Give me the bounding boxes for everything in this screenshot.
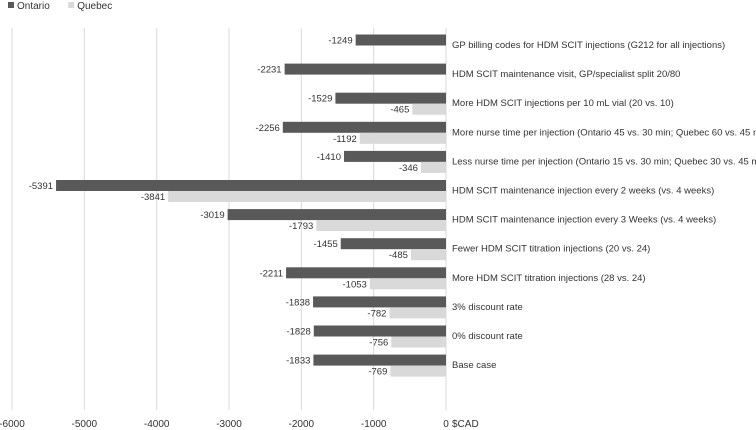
bar-ontario — [344, 150, 446, 162]
bar-quebec — [168, 191, 446, 202]
data-label-group: -1249 -2231 -1529 -465 -2256 -1192 -1410 -346 -5… — [29, 36, 418, 378]
x-tick-label: -4000 — [144, 419, 170, 430]
bar-ontario — [355, 34, 446, 46]
data-label: -2211 — [259, 268, 283, 279]
x-axis-label: $CAD — [452, 419, 479, 430]
data-label: -3019 — [200, 210, 224, 221]
bar-quebec — [369, 278, 446, 290]
bar-quebec — [412, 103, 446, 115]
bar-quebec — [359, 132, 446, 144]
data-label: -782 — [367, 308, 386, 319]
legend-label: Ontario — [17, 1, 50, 12]
bar-group — [56, 34, 447, 377]
data-label: -769 — [368, 367, 387, 378]
x-tick-label: 0 — [443, 419, 449, 430]
category-label: GP billing codes for HDM SCIT injections… — [452, 40, 725, 51]
legend-label: Quebec — [77, 1, 112, 12]
data-label: -1838 — [286, 297, 310, 308]
bar-ontario — [313, 325, 446, 337]
x-tick-label: -1000 — [361, 419, 387, 430]
data-label: -3841 — [141, 192, 165, 203]
data-label: -1793 — [289, 221, 313, 232]
bar-quebec — [410, 249, 446, 261]
data-label: -1053 — [343, 279, 367, 290]
bar-ontario — [286, 267, 446, 279]
bar-ontario — [56, 180, 447, 191]
bar-quebec — [389, 307, 446, 319]
category-label: HDM SCIT maintenance injection every 3 W… — [452, 215, 716, 226]
legend-swatch — [8, 2, 14, 8]
data-label: -1249 — [328, 36, 352, 47]
bar-ontario — [335, 92, 446, 104]
data-label: -465 — [390, 105, 409, 116]
bar-ontario — [340, 238, 446, 250]
bar-ontario — [282, 121, 446, 133]
category-label: HDM SCIT maintenance injection every 2 w… — [452, 186, 714, 197]
legend: Ontario Quebec — [8, 1, 112, 12]
category-label: Fewer HDM SCIT titration injections (20 … — [452, 244, 650, 255]
data-label: -1410 — [317, 152, 341, 163]
category-label: 3% discount rate — [452, 302, 523, 313]
data-label: -1828 — [286, 327, 310, 338]
category-label: 0% discount rate — [452, 331, 523, 342]
category-label: HDM SCIT maintenance visit, GP/specialis… — [452, 69, 680, 80]
bar-ontario — [313, 296, 446, 308]
data-label: -5391 — [29, 181, 53, 192]
data-label: -346 — [399, 163, 418, 174]
data-label: -1455 — [313, 239, 337, 250]
data-label: -2231 — [257, 65, 281, 76]
x-axis: -6000 -5000 -4000 -3000 -2000 -1000 0 $CAD — [0, 419, 479, 430]
category-label: More HDM SCIT injections per 10 mL vial … — [452, 98, 674, 109]
data-label: -2256 — [256, 123, 280, 134]
x-tick-label: -3000 — [216, 419, 242, 430]
category-label: More nurse time per injection (Ontario 4… — [452, 127, 756, 138]
category-label-group: GP billing codes for HDM SCIT injections… — [452, 40, 756, 371]
data-label: -1192 — [333, 134, 357, 145]
x-tick-label: -6000 — [0, 419, 25, 430]
data-label: -1529 — [308, 94, 332, 105]
category-label: Base case — [452, 360, 496, 371]
bar-quebec — [391, 336, 446, 348]
data-label: -1833 — [286, 356, 310, 367]
data-label: -485 — [389, 250, 408, 261]
bar-quebec — [390, 365, 446, 377]
bar-quebec — [316, 220, 446, 232]
bar-ontario — [227, 209, 446, 221]
category-label: Less nurse time per injection (Ontario 1… — [452, 156, 756, 167]
x-tick-label: -5000 — [72, 419, 98, 430]
bar-quebec — [420, 161, 446, 173]
legend-swatch — [68, 2, 75, 8]
bar-ontario — [284, 63, 446, 75]
bar-ontario — [313, 354, 446, 366]
data-label: -756 — [369, 338, 388, 349]
x-tick-label: -2000 — [289, 419, 315, 430]
category-label: More HDM SCIT titration injections (28 v… — [452, 273, 646, 284]
